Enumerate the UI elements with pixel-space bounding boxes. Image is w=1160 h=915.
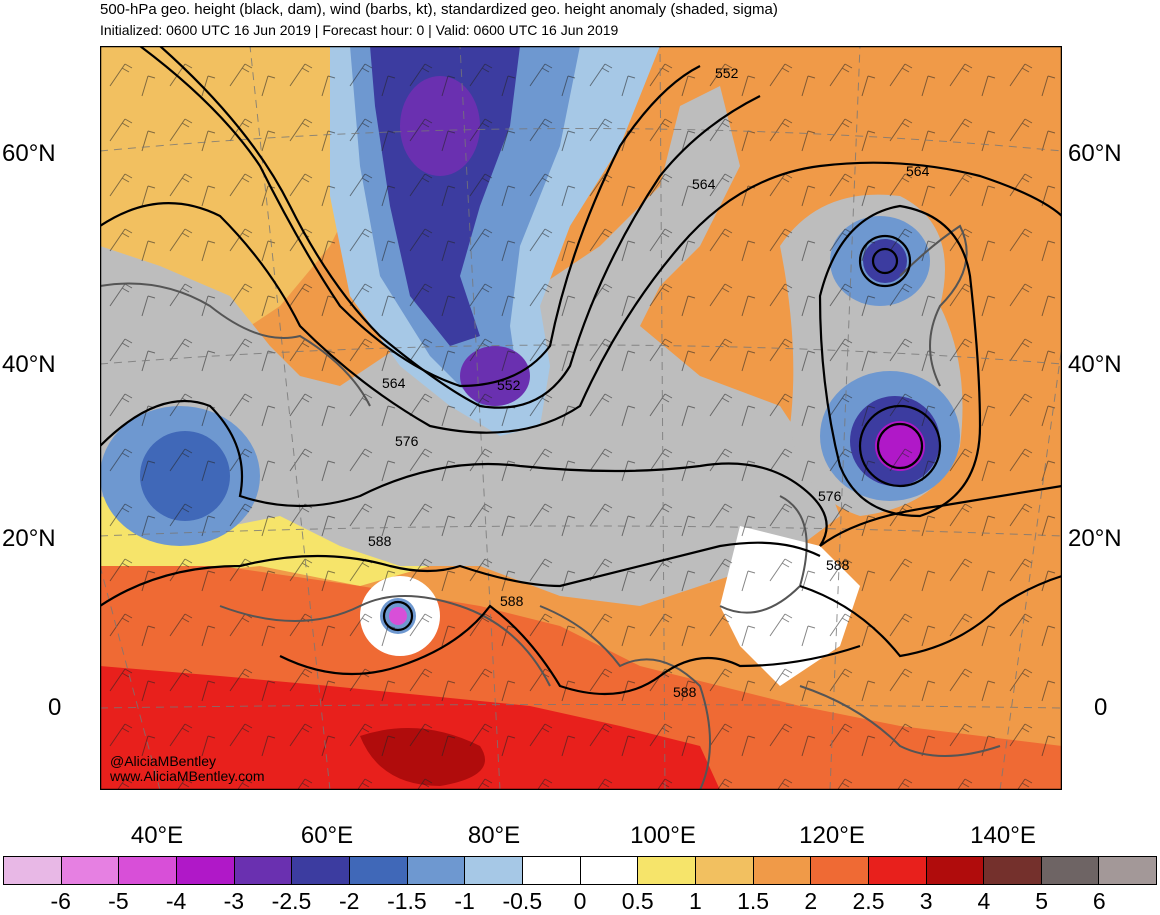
colorbar-swatch	[638, 857, 696, 884]
lon-label: 60°E	[300, 822, 354, 849]
colorbar-swatch	[349, 857, 408, 884]
colorbar-label: -1	[454, 888, 475, 914]
colorbar-swatch	[61, 857, 120, 884]
colorbar-swatch	[407, 857, 466, 884]
colorbar-swatch	[868, 857, 927, 884]
contour-label: 552	[497, 377, 521, 393]
contour-label: 588	[673, 684, 697, 700]
contour-label: 588	[826, 557, 850, 573]
contour-label: 564	[382, 375, 406, 391]
colorbar-swatch	[4, 857, 62, 884]
contour-label: 588	[368, 533, 392, 549]
contour-label: 552	[715, 65, 739, 81]
colorbar-label: -5	[108, 888, 129, 914]
lon-label: 80°E	[467, 822, 521, 849]
lon-label: 100°E	[630, 822, 696, 849]
chart-subtitle: Initialized: 0600 UTC 16 Jun 2019 | Fore…	[100, 22, 619, 38]
lon-label: 40°E	[130, 822, 184, 849]
contour-label: 588	[500, 593, 524, 609]
colorbar-label: 2.5	[852, 888, 885, 914]
colorbar-swatch	[1041, 857, 1100, 884]
lon-label: 140°E	[970, 822, 1036, 849]
contour-label: 576	[818, 488, 842, 504]
map-frame	[100, 46, 1062, 790]
contour-label: 564	[692, 176, 716, 192]
colorbar-label: 5	[1035, 888, 1048, 914]
colorbar-label: 6	[1092, 888, 1106, 914]
colorbar-label: -4	[165, 888, 187, 914]
colorbar-swatch	[522, 857, 581, 884]
lat-label-right: 0	[1094, 694, 1108, 721]
height-contours	[100, 46, 1062, 696]
colorbar-swatch	[926, 857, 985, 884]
colorbar-label: -2	[338, 888, 360, 914]
colorbar-swatch	[176, 857, 235, 884]
chart-title: 500-hPa geo. height (black, dam), wind (…	[100, 1, 778, 18]
colorbar-label: -0.5	[502, 888, 543, 914]
colorbar-swatch	[695, 857, 754, 884]
lat-label-right: 60°N	[1068, 140, 1122, 167]
colorbar-swatch	[580, 857, 639, 884]
contour-label: 576	[395, 433, 419, 449]
colorbar-swatch	[234, 857, 293, 884]
colorbar-label: 1	[688, 888, 702, 914]
colorbar-swatch	[292, 857, 350, 884]
colorbar-swatch	[753, 857, 812, 884]
colorbar-label: -3	[223, 888, 245, 914]
lat-label-left: 40°N	[2, 351, 56, 378]
contour-labels: 552 564 564 564 552 576 576 588 588 588 …	[368, 65, 930, 700]
credit-handle: @AliciaMBentley	[110, 753, 216, 769]
lat-label-left: 0	[48, 694, 62, 721]
lat-label-right: 40°N	[1068, 351, 1122, 378]
lat-label-left: 20°N	[2, 525, 56, 552]
colorbar-label: 0.5	[621, 888, 654, 914]
colorbar-swatch	[119, 857, 177, 884]
lat-label-right: 20°N	[1068, 525, 1122, 552]
colorbar-label: 3	[919, 888, 933, 914]
colorbar-swatch	[811, 857, 869, 884]
contour-label: 564	[906, 163, 930, 179]
colorbar-swatch	[465, 857, 523, 884]
coastlines	[100, 224, 1001, 790]
colorbar-label: 1.5	[737, 888, 770, 914]
colorbar-label: -1.5	[387, 888, 427, 914]
colorbar-label: -6	[50, 888, 71, 914]
colorbar-swatch	[1099, 857, 1157, 884]
colorbar-label: -2.5	[271, 888, 312, 914]
weather-map: 552 564 564 564 552 576 576 588 588 588 …	[100, 46, 1062, 790]
colorbar-swatch	[984, 857, 1042, 884]
credit-site: www.AliciaMBentley.com	[109, 768, 265, 784]
colorbar	[3, 856, 1157, 885]
wind-barbs	[100, 46, 1062, 790]
colorbar-label: 2	[804, 888, 818, 914]
lat-label-left: 60°N	[2, 140, 56, 167]
colorbar-label: 4	[977, 888, 991, 914]
lon-label: 120°E	[799, 822, 865, 849]
colorbar-label: 0	[573, 888, 587, 914]
